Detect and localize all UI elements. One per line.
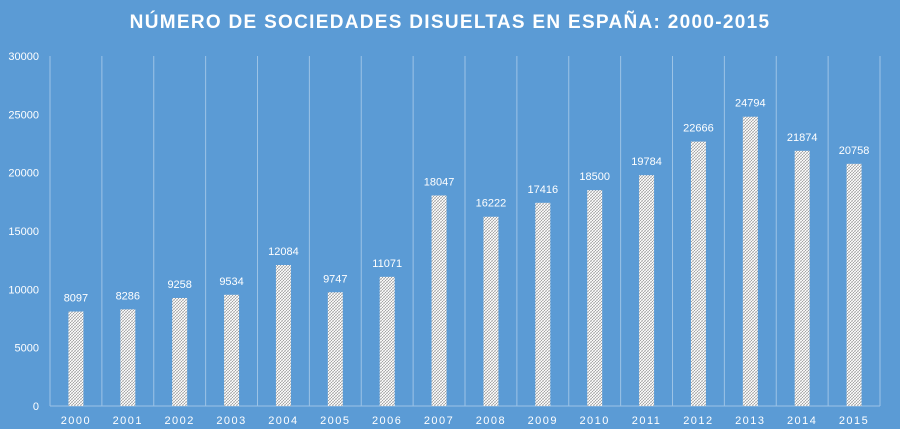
y-tick-label: 5000 — [15, 343, 39, 355]
bar — [846, 163, 862, 406]
y-tick-label: 20000 — [8, 168, 39, 180]
data-label: 8286 — [116, 290, 140, 302]
x-tick-label: 2013 — [735, 415, 765, 427]
x-tick-label: 2015 — [839, 415, 869, 427]
data-label: 9258 — [167, 279, 191, 291]
y-tick-label: 0 — [33, 401, 39, 413]
x-tick-label: 2002 — [164, 415, 194, 427]
bar — [690, 141, 706, 406]
data-label: 21874 — [787, 132, 818, 144]
data-label: 9534 — [219, 276, 243, 288]
x-tick-label: 2012 — [683, 415, 713, 427]
data-label: 18500 — [579, 171, 610, 183]
bar — [742, 116, 758, 406]
chart-title: NÚMERO DE SOCIEDADES DISUELTAS EN ESPAÑA… — [129, 12, 771, 33]
x-tick-label: 2007 — [424, 415, 454, 427]
data-label: 16222 — [476, 198, 507, 210]
data-label: 12084 — [268, 246, 299, 258]
x-tick-label: 2009 — [528, 415, 558, 427]
x-tick-label: 2011 — [632, 415, 662, 427]
data-label: 20758 — [839, 145, 870, 157]
x-tick-label: 2006 — [372, 415, 402, 427]
bar — [639, 175, 655, 406]
bar — [379, 276, 395, 406]
bar — [483, 216, 499, 406]
x-tick-label: 2004 — [268, 415, 298, 427]
data-label: 9747 — [323, 273, 347, 285]
y-tick-label: 15000 — [8, 226, 39, 238]
x-tick-label: 2008 — [476, 415, 506, 427]
x-tick-label: 2010 — [579, 415, 609, 427]
bar — [120, 309, 136, 406]
data-label: 17416 — [528, 184, 559, 196]
x-tick-label: 2001 — [113, 415, 143, 427]
data-label: 18047 — [424, 176, 455, 188]
data-label: 11071 — [372, 258, 402, 270]
y-tick-label: 25000 — [8, 109, 39, 121]
bar — [431, 195, 447, 406]
x-tick-label: 2000 — [61, 415, 91, 427]
y-tick-label: 30000 — [8, 51, 39, 63]
bar — [68, 311, 84, 406]
bar — [172, 297, 188, 406]
data-label: 19784 — [631, 156, 662, 168]
x-tick-label: 2003 — [216, 415, 246, 427]
bar — [535, 202, 551, 406]
x-tick-label: 2005 — [320, 415, 350, 427]
data-label: 8097 — [64, 293, 88, 305]
x-tick-label: 2014 — [787, 415, 817, 427]
data-label: 24794 — [735, 98, 766, 110]
bar — [587, 190, 603, 406]
bar — [275, 265, 291, 406]
bar — [327, 292, 343, 406]
data-label: 22666 — [683, 123, 714, 135]
bar — [794, 150, 810, 406]
y-tick-label: 10000 — [8, 284, 39, 296]
bar — [224, 294, 240, 406]
